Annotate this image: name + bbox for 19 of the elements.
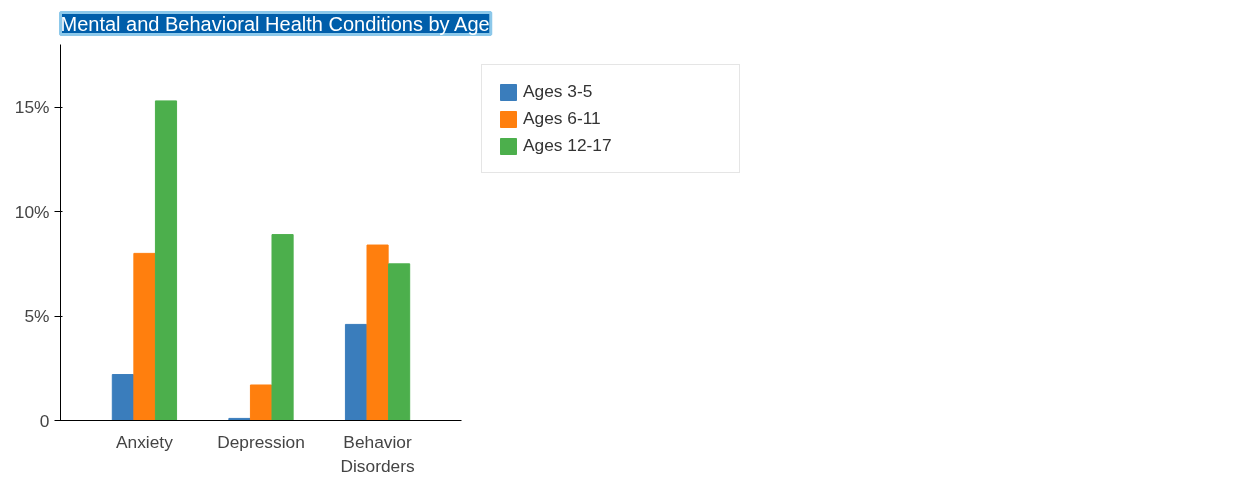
chart-title: Mental and Behavioral Health Conditions by Age bbox=[60, 12, 490, 35]
y-tick-label: 5% bbox=[24, 306, 50, 327]
bar bbox=[344, 323, 368, 421]
bar bbox=[133, 252, 156, 421]
bar bbox=[111, 374, 134, 421]
bar bbox=[154, 100, 178, 421]
x-tick-label: Depression bbox=[217, 431, 305, 452]
bar bbox=[271, 234, 294, 421]
y-tick-label: 10% bbox=[14, 201, 50, 222]
y-tick-label: 0 bbox=[39, 410, 50, 431]
legend-label: Ages 3-5 bbox=[523, 81, 594, 102]
bar bbox=[366, 244, 389, 421]
x-tick-label: Anxiety bbox=[116, 431, 174, 452]
legend-label: Ages 6-11 bbox=[523, 108, 602, 129]
bar bbox=[249, 384, 273, 421]
legend-label: Ages 12-17 bbox=[523, 135, 613, 156]
x-tick-label: Behavior Disorders bbox=[340, 431, 415, 476]
bar bbox=[388, 263, 411, 421]
y-tick-label: 15% bbox=[14, 97, 50, 118]
